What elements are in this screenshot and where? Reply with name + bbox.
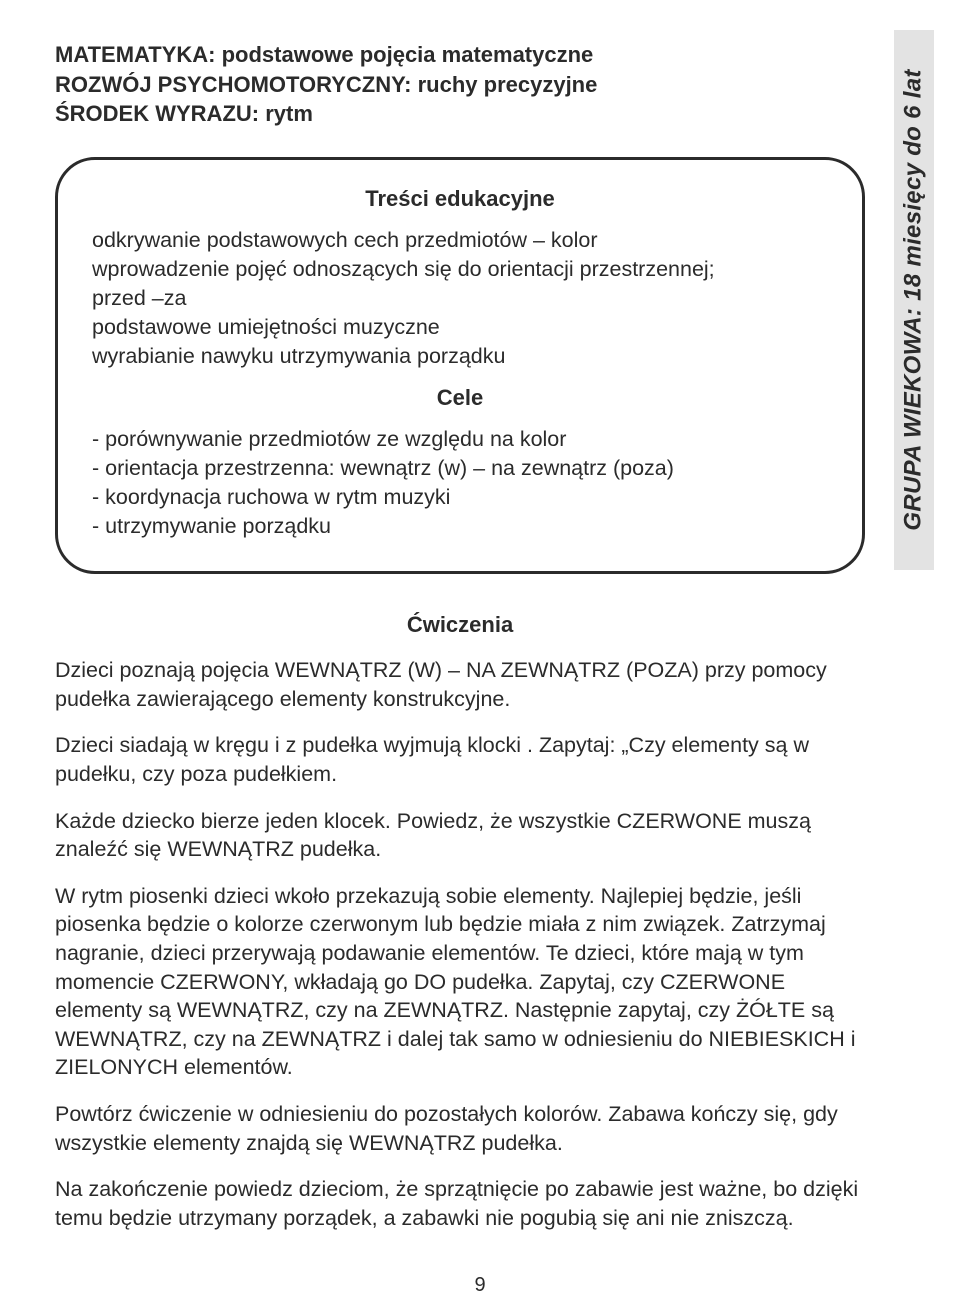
exercise-paragraph: Dzieci siadają w kręgu i z pudełka wyjmu…	[55, 731, 865, 788]
header-block: MATEMATYKA: podstawowe pojęcia matematyc…	[55, 40, 865, 129]
sidebar-age-label: GRUPA WIEKOWA: 18 miesięcy do 6 lat	[894, 30, 934, 570]
box-list-item: - orientacja przestrzenna: wewnątrz (w) …	[92, 454, 828, 483]
exercise-paragraph: Na zakończenie powiedz dzieciom, że sprz…	[55, 1175, 865, 1232]
box-list-item: - utrzymywanie porządku	[92, 512, 828, 541]
exercise-paragraph: Każde dziecko bierze jeden klocek. Powie…	[55, 807, 865, 864]
sidebar-age-text: GRUPA WIEKOWA: 18 miesięcy do 6 lat	[900, 69, 928, 530]
box-heading-1: Treści edukacyjne	[92, 186, 828, 212]
exercises-body: Dzieci poznają pojęcia WEWNĄTRZ (W) – NA…	[55, 656, 865, 1232]
content-area: MATEMATYKA: podstawowe pojęcia matematyc…	[55, 40, 865, 1232]
header-line-2: ROZWÓJ PSYCHOMOTORYCZNY: ruchy precyzyjn…	[55, 70, 865, 100]
exercise-paragraph: Powtórz ćwiczenie w odniesieniu do pozos…	[55, 1100, 865, 1157]
exercise-paragraph: Dzieci poznają pojęcia WEWNĄTRZ (W) – NA…	[55, 656, 865, 713]
exercise-paragraph: W rytm piosenki dzieci wkoło przekazują …	[55, 882, 865, 1082]
box-list-item: - porównywanie przedmiotów ze względu na…	[92, 425, 828, 454]
exercises-heading: Ćwiczenia	[55, 612, 865, 638]
box-content-1: odkrywanie podstawowych cech przedmiotów…	[92, 226, 828, 371]
content-box: Treści edukacyjne odkrywanie podstawowyc…	[55, 157, 865, 574]
box-list: - porównywanie przedmiotów ze względu na…	[92, 425, 828, 541]
box-list-item: - koordynacja ruchowa w rytm muzyki	[92, 483, 828, 512]
header-line-1: MATEMATYKA: podstawowe pojęcia matematyc…	[55, 40, 865, 70]
page-number: 9	[0, 1274, 960, 1297]
header-line-3: ŚRODEK WYRAZU: rytm	[55, 99, 865, 129]
box-heading-2: Cele	[92, 385, 828, 411]
